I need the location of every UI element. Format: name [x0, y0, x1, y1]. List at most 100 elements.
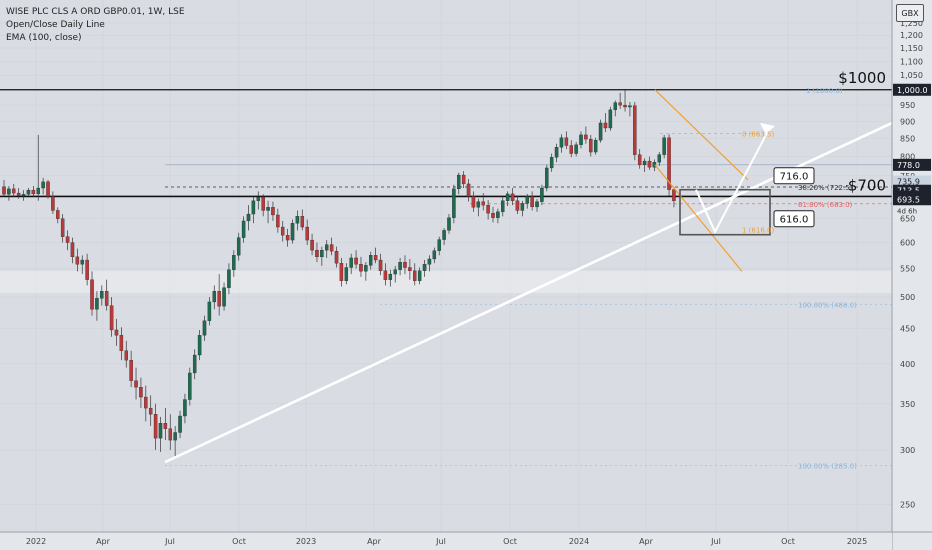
candle [315, 242, 319, 263]
candle-body-up [613, 102, 618, 111]
x-tick-label: Oct [232, 537, 246, 546]
candle [505, 191, 510, 207]
candle-body-up [496, 211, 500, 218]
candle-body-up [368, 255, 373, 266]
candle-body-down [403, 261, 407, 268]
candle [359, 256, 363, 277]
candle-body-down [589, 138, 593, 153]
candle-body-up [427, 258, 432, 265]
candle-body-up [295, 216, 300, 224]
currency-button[interactable]: GBX [896, 4, 924, 22]
candle [60, 214, 65, 243]
candle-body-up [36, 187, 40, 195]
candle-body-up [222, 287, 226, 307]
fib-label-100-low: 100.00% (488.0) [798, 301, 857, 309]
candle [290, 219, 295, 244]
candle-body-up [41, 181, 45, 189]
y-tick-label: 600 [900, 239, 915, 248]
candle-body-down [65, 236, 70, 243]
candle-body-up [657, 154, 662, 163]
candle-body-up [158, 423, 163, 439]
callout-716: 716.0 [773, 167, 815, 185]
candle-body-down [339, 263, 344, 281]
x-tick-label: 2023 [296, 537, 316, 546]
candle [667, 134, 671, 196]
candle-body-down [144, 396, 148, 409]
price-tag-label: 1,000.0 [897, 86, 928, 95]
indicator-ema[interactable]: EMA (100, close) [6, 33, 82, 43]
candle [334, 246, 339, 268]
candle-body-down [148, 407, 153, 415]
candle-body-up [26, 189, 31, 195]
candle [80, 255, 84, 275]
candle [349, 253, 353, 275]
price-tag: 693.5 [893, 193, 931, 206]
candle-body-up [535, 201, 539, 208]
support-zone-700 [0, 271, 892, 293]
candle [310, 233, 314, 256]
candle-body-up [505, 193, 510, 201]
candle [339, 257, 344, 287]
candle-body-up [393, 269, 397, 275]
candle-body-up [417, 270, 422, 281]
candle-body-down [139, 387, 143, 398]
candle [271, 201, 275, 221]
candle-body-down [378, 259, 383, 271]
candle [75, 248, 80, 272]
candle [461, 171, 466, 189]
y-tick-label: 1,150 [900, 44, 923, 53]
candle-body-down [70, 242, 75, 258]
candle-body-up [349, 257, 353, 268]
candle [7, 185, 11, 201]
candle [139, 377, 143, 409]
candle-body-down [310, 239, 314, 251]
candle-body-down [584, 134, 588, 140]
candle [662, 134, 666, 159]
candle-body-up [7, 188, 11, 195]
candle [104, 279, 109, 311]
candle-body-down [530, 196, 534, 208]
candle [26, 188, 31, 198]
candle [183, 393, 187, 424]
candle [119, 327, 124, 361]
candle-body-up [251, 200, 256, 215]
candle-body-up [80, 259, 84, 265]
candle-body-up [241, 220, 246, 238]
candle [393, 265, 397, 283]
candle [12, 183, 16, 197]
y-tick-label: 450 [900, 325, 915, 334]
candle-body-up [192, 354, 197, 374]
chart-legend: WISE PLC CLS A ORD GBP0.01, 1W, LSE Open… [6, 6, 185, 45]
x-tick-label: 2022 [26, 537, 46, 546]
candle-body-up [95, 298, 99, 310]
candle [241, 216, 246, 243]
candle-body-down [515, 200, 520, 211]
candle [496, 208, 500, 224]
price-tag-label: 693.5 [897, 195, 920, 204]
candle-body-up [173, 432, 177, 441]
x-tick-label: 2024 [569, 537, 589, 546]
indicator-open-close[interactable]: Open/Close Daily Line [6, 20, 105, 30]
candle [584, 126, 588, 144]
candle [2, 179, 6, 197]
candle [222, 282, 226, 311]
candle [442, 227, 446, 246]
candle-body-up [212, 291, 217, 303]
candle-body-down [633, 105, 637, 155]
x-tick-label: 2025 [847, 537, 867, 546]
candle [236, 232, 241, 261]
candle [276, 208, 280, 233]
candle-body-up [364, 265, 368, 272]
candle [559, 134, 564, 153]
candle-body-down [300, 216, 305, 228]
symbol-title[interactable]: WISE PLC CLS A ORD GBP0.01, 1W, LSE [6, 7, 185, 17]
candle [608, 106, 613, 131]
x-tick-label: Apr [639, 537, 654, 546]
candle-body-down [329, 244, 334, 252]
price-tag-label: 735.9 [897, 177, 920, 186]
arrow-head-icon [760, 122, 775, 135]
candle [637, 149, 642, 169]
candle [95, 291, 99, 321]
